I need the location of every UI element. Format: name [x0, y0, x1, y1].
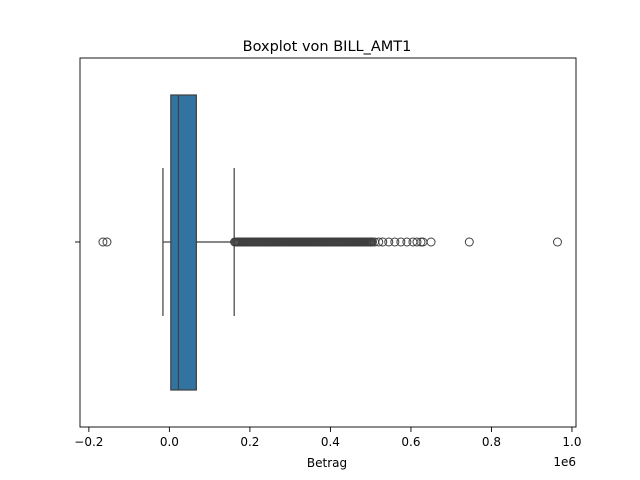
iqr-box [170, 94, 197, 391]
x-tick-label: 0.4 [321, 435, 340, 449]
outlier-point [412, 237, 422, 247]
x-tick-label: 0.6 [401, 435, 420, 449]
outlier-point [384, 237, 394, 247]
x-axis-label: Betrag [307, 456, 347, 470]
x-tick-label: −0.2 [74, 435, 103, 449]
outlier-point [396, 237, 406, 247]
outlier-point [367, 237, 377, 247]
x-tick-label: 1.0 [562, 435, 581, 449]
outlier-point [552, 237, 562, 247]
outlier-point [426, 237, 436, 247]
x-tick-label: 0.2 [240, 435, 259, 449]
x-tick-label: 0.8 [482, 435, 501, 449]
outlier-point [378, 237, 388, 247]
outlier-point [98, 237, 108, 247]
outlier-point [374, 237, 384, 247]
x-axis: −0.2 0.0 0.2 0.4 0.6 0.8 1.0 [74, 427, 582, 449]
outlier-point [390, 237, 400, 247]
outlier-point [464, 237, 474, 247]
box-group [162, 94, 235, 391]
outlier-point [402, 237, 412, 247]
outlier-points [98, 237, 562, 247]
x-axis-offset-label: 1e6 [553, 455, 576, 469]
x-tick-label: 0.0 [160, 435, 179, 449]
outlier-point [418, 237, 428, 247]
chart-title: Boxplot von BILL_AMT1 [243, 39, 412, 55]
outlier-point [102, 237, 112, 247]
plot-area-frame [79, 57, 577, 428]
